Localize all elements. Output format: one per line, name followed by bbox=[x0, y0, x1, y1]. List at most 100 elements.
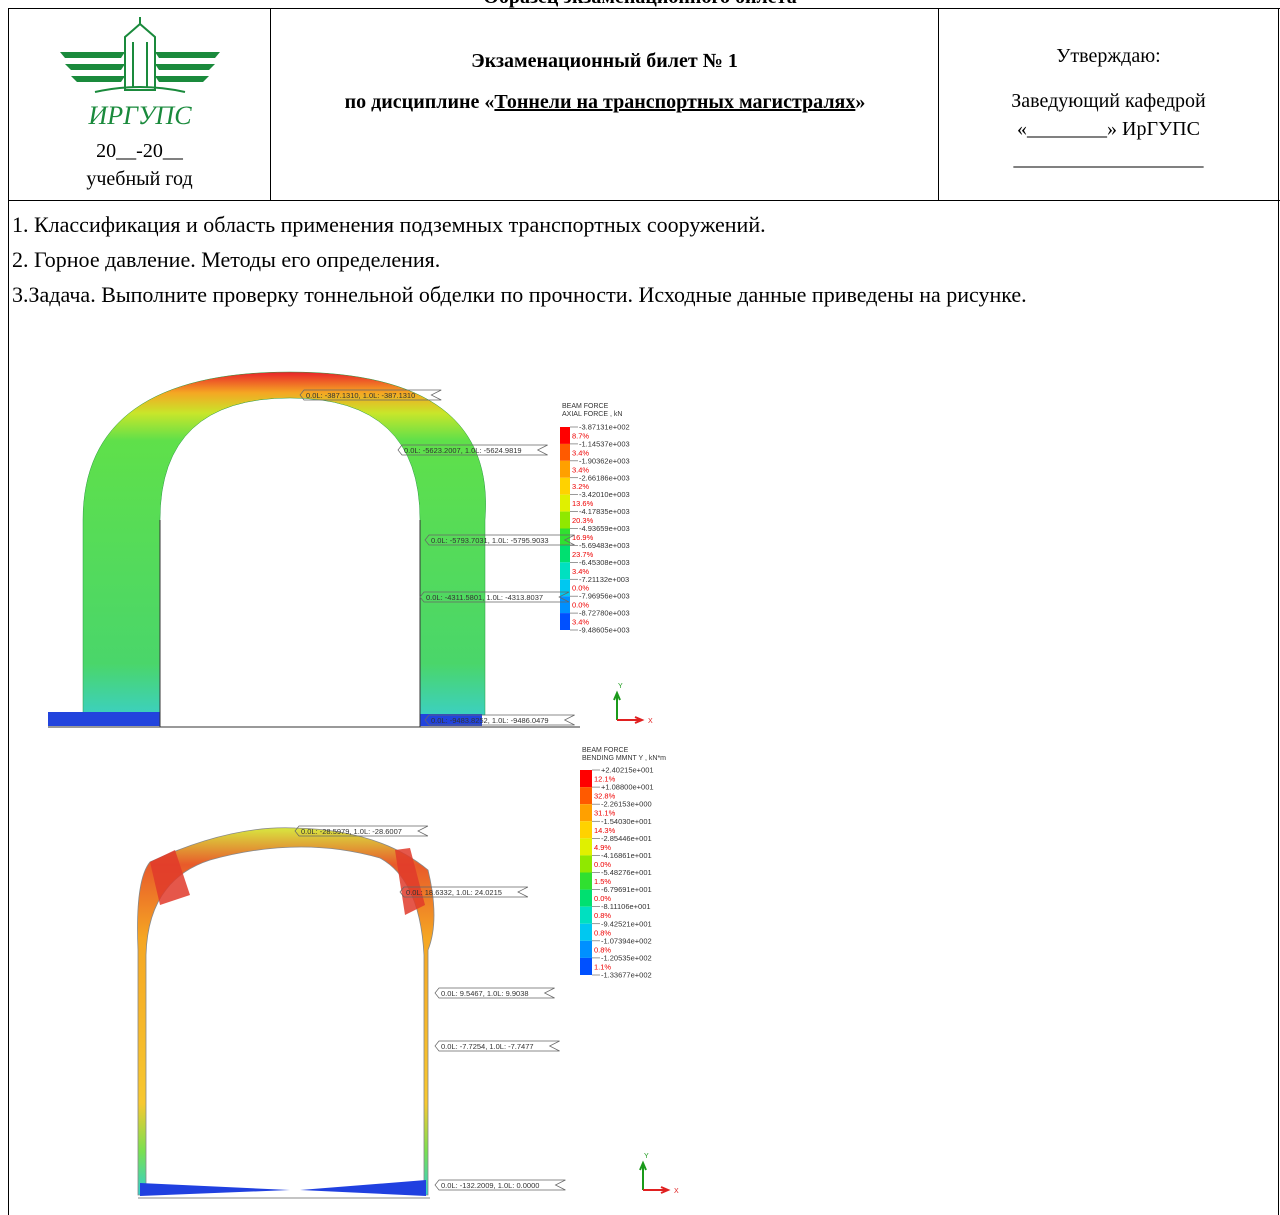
annotation: 0.0L: -4311.5801, 1.0L: -4313.8037 bbox=[426, 593, 543, 602]
annotation-box bbox=[294, 825, 429, 837]
legend-swatch bbox=[580, 821, 592, 839]
legend-percent: 0.8% bbox=[594, 945, 611, 954]
logo-text: ИРГУПС bbox=[87, 101, 192, 130]
legend-percent: 0.8% bbox=[594, 928, 611, 937]
annotation-box bbox=[399, 886, 529, 898]
annotation: 0.0L: -9483.8252, 1.0L: -9486.0479 bbox=[431, 716, 549, 725]
border bbox=[8, 8, 9, 1215]
legend-swatch bbox=[580, 787, 592, 805]
legend-swatch bbox=[560, 477, 570, 495]
legend-value: -4.16861e+001 bbox=[601, 851, 652, 860]
legend-percent: 13.6% bbox=[572, 499, 594, 508]
annotation-box bbox=[434, 1179, 566, 1191]
legend-percent: 0.0% bbox=[572, 584, 589, 593]
legend-swatch bbox=[560, 579, 570, 597]
annotation: 0.0L: -7.7254, 1.0L: -7.7477 bbox=[441, 1042, 534, 1051]
legend-value: -2.26153e+000 bbox=[601, 800, 652, 809]
discipline-suffix: » bbox=[855, 91, 866, 113]
legend-value: -4.93659e+003 bbox=[579, 524, 630, 533]
legend-value: -1.54030e+001 bbox=[601, 817, 652, 826]
legend-value: -1.14537e+003 bbox=[579, 439, 630, 448]
legend-percent: 0.0% bbox=[572, 601, 589, 610]
approve: Утверждаю: bbox=[1056, 45, 1161, 67]
discipline: Тоннели на транспортных магистралях bbox=[494, 91, 856, 113]
annotation: 0.0L: -5623.2007, 1.0L: -5624.9819 bbox=[404, 446, 522, 455]
legend-swatch bbox=[580, 872, 592, 890]
axis-x-label: X bbox=[674, 1188, 679, 1195]
legend-swatch bbox=[560, 596, 570, 614]
legend-value: -3.42010e+003 bbox=[579, 490, 630, 499]
legend-title: AXIAL FORCE , kN bbox=[562, 411, 622, 418]
legend-percent: 31.1% bbox=[594, 809, 616, 818]
annotation: 0.0L: -5793.7031, 1.0L: -5795.9033 bbox=[431, 536, 549, 545]
legend-percent: 0.0% bbox=[594, 894, 611, 903]
legend-percent: 1.1% bbox=[594, 962, 611, 971]
axis-y-label: Y bbox=[644, 1153, 649, 1160]
legend-value: -6.45308e+003 bbox=[579, 558, 630, 567]
border bbox=[8, 200, 1280, 201]
annotation-box bbox=[434, 987, 555, 999]
legend-value: +2.40215e+001 bbox=[601, 766, 654, 775]
border bbox=[270, 8, 271, 200]
border bbox=[938, 8, 939, 200]
legend-value: -6.79691e+001 bbox=[601, 885, 652, 894]
legend-swatch bbox=[560, 443, 570, 461]
border bbox=[1278, 8, 1279, 1215]
legend-swatch bbox=[580, 770, 592, 788]
legend-swatch bbox=[560, 511, 570, 529]
legend-swatch bbox=[560, 427, 570, 444]
legend-swatch bbox=[580, 838, 592, 856]
legend-swatch bbox=[580, 889, 592, 907]
legend-percent: 3.4% bbox=[572, 567, 589, 576]
annotation: 0.0L: 18.6332, 1.0L: 24.0215 bbox=[406, 888, 502, 897]
legend-value: -7.21132e+003 bbox=[579, 575, 629, 584]
legend-value: -5.48276e+001 bbox=[601, 868, 652, 877]
legend-value: -9.48605e+003 bbox=[579, 626, 630, 635]
legend-percent: 8.7% bbox=[572, 431, 589, 440]
legend-value: -3.87131e+002 bbox=[579, 423, 630, 432]
year: 20__-20__ bbox=[96, 140, 183, 162]
legend-value: -7.96956e+003 bbox=[579, 592, 630, 601]
legend-swatch bbox=[560, 545, 570, 563]
legend-value: -1.33677e+002 bbox=[601, 971, 652, 980]
legend-percent: 3.4% bbox=[572, 448, 589, 457]
legend-percent: 20.3% bbox=[572, 516, 594, 525]
legend-value: -8.72780e+003 bbox=[579, 609, 630, 618]
discipline-prefix: по дисциплине « bbox=[344, 91, 495, 113]
legend-swatch bbox=[560, 613, 570, 630]
legend-percent: 23.7% bbox=[572, 550, 594, 559]
signature: ___________________ bbox=[1013, 148, 1204, 170]
annotation: 0.0L: -132.2009, 1.0L: 0.0000 bbox=[441, 1181, 539, 1190]
legend-percent: 12.1% bbox=[594, 775, 616, 784]
border bbox=[8, 8, 1280, 9]
legend-value: -1.07394e+002 bbox=[601, 936, 652, 945]
legend-percent: 4.9% bbox=[594, 843, 611, 852]
legend-title: BEAM FORCE bbox=[562, 403, 609, 410]
legend-swatch bbox=[580, 957, 592, 975]
annotation: 0.0L: 9.5467, 1.0L: 9.9038 bbox=[441, 989, 529, 998]
annotation-box bbox=[397, 444, 548, 456]
legend-value: -2.66186e+003 bbox=[579, 473, 630, 482]
legend-percent: 0.0% bbox=[594, 860, 611, 869]
annotation: 0.0L: -387.1310, 1.0L: -387.1310 bbox=[306, 391, 415, 400]
axial-force-plot bbox=[48, 371, 580, 728]
caption: Образец экзаменационного билета bbox=[0, 0, 1280, 9]
department: «________» ИрГУПС bbox=[1017, 118, 1200, 140]
legend-swatch bbox=[580, 940, 592, 958]
legend-value: -1.90362e+003 bbox=[579, 456, 630, 465]
legend-swatch bbox=[580, 804, 592, 822]
legend-value: +1.08800e+001 bbox=[601, 783, 654, 792]
legend-value: -4.17835e+003 bbox=[579, 507, 630, 516]
legend-value: -2.85446e+001 bbox=[601, 834, 652, 843]
annotation-box bbox=[424, 534, 575, 546]
axis-y-arrow bbox=[613, 690, 621, 720]
bending-moment-plot bbox=[137, 827, 435, 1199]
legend-title: BENDING MMNT Y , kN*m bbox=[582, 755, 666, 762]
legend-title: BEAM FORCE bbox=[582, 747, 629, 754]
legend-value: -5.69483e+003 bbox=[579, 541, 630, 550]
year-label: учебный год bbox=[86, 168, 193, 190]
legend-percent: 32.8% bbox=[594, 792, 616, 801]
ticket-title: Экзаменационный билет № 1 bbox=[471, 50, 738, 72]
discipline-line: по дисциплине «Тоннели на транспортных м… bbox=[320, 88, 890, 117]
annotation-box bbox=[424, 714, 575, 726]
